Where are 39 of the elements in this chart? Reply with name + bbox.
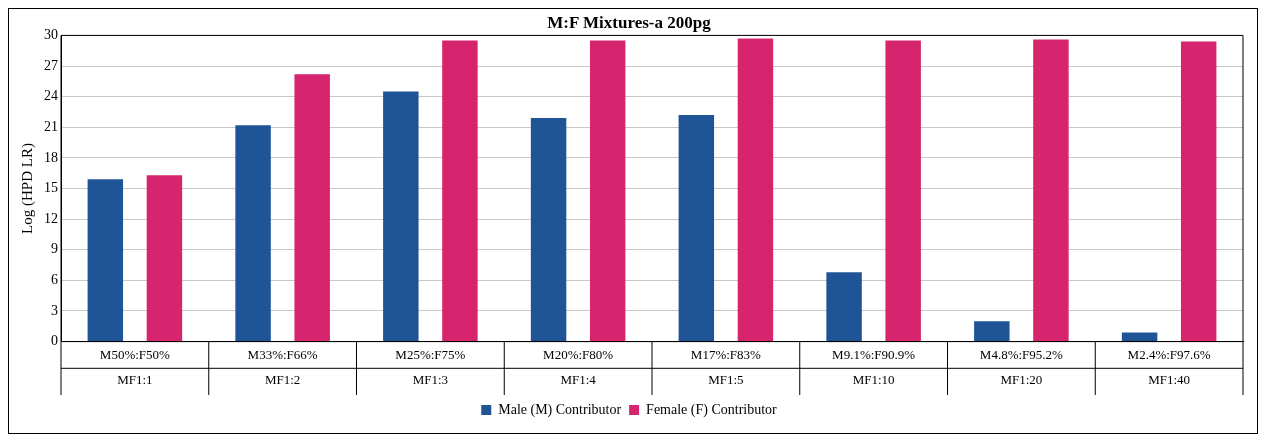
legend-label: Male (M) Contributor [498, 401, 622, 418]
bar [974, 321, 1010, 342]
y-tick-label: 12 [44, 210, 58, 226]
x-tick-label: M9.1%:F90.9% MF1:10 [832, 347, 916, 388]
bar [1033, 39, 1069, 342]
legend-label: Female (F) Contributor [646, 401, 778, 418]
y-tick-label: 9 [51, 241, 58, 257]
y-tick-label: 6 [51, 272, 58, 288]
x-tick-label: M33%:F66% MF1:2 [247, 347, 318, 388]
bar [737, 38, 774, 342]
x-tick-label: M20%:F80% MF1:4 [543, 347, 614, 388]
y-tick-label: 3 [51, 302, 58, 318]
x-tick-label: M2.4%:F97.6% MF1:40 [1127, 347, 1211, 388]
x-tick-label: M25%:F75% MF1:3 [395, 347, 466, 388]
y-tick-label: 27 [44, 57, 58, 73]
bar [826, 272, 862, 342]
bar [589, 40, 626, 342]
bar [885, 40, 921, 342]
chart-title: M:F Mixtures-a 200pg [547, 12, 712, 32]
y-tick-label: 24 [44, 88, 58, 104]
x-tick-label: M50%:F50% MF1:1 [99, 347, 171, 388]
y-tick-label: 18 [44, 149, 58, 165]
bar [442, 40, 478, 342]
bar [678, 115, 715, 342]
y-tick-label: 21 [44, 118, 58, 134]
bar [235, 125, 271, 342]
bar [1180, 41, 1217, 342]
bar [383, 91, 419, 342]
bar [294, 74, 330, 342]
bar [87, 179, 124, 342]
y-tick-label: 15 [44, 180, 58, 196]
x-tick-label: M17%:F83% MF1:5 [690, 347, 762, 388]
bar [1121, 332, 1158, 342]
x-tick-label: M4.8%:F95.2% MF1:20 [979, 347, 1064, 388]
y-tick-label: 0 [51, 333, 58, 349]
y-axis-title: Log (HPD LR) [18, 143, 36, 234]
bar [146, 175, 183, 342]
y-tick-label: 30 [44, 27, 58, 43]
bar [530, 118, 567, 342]
